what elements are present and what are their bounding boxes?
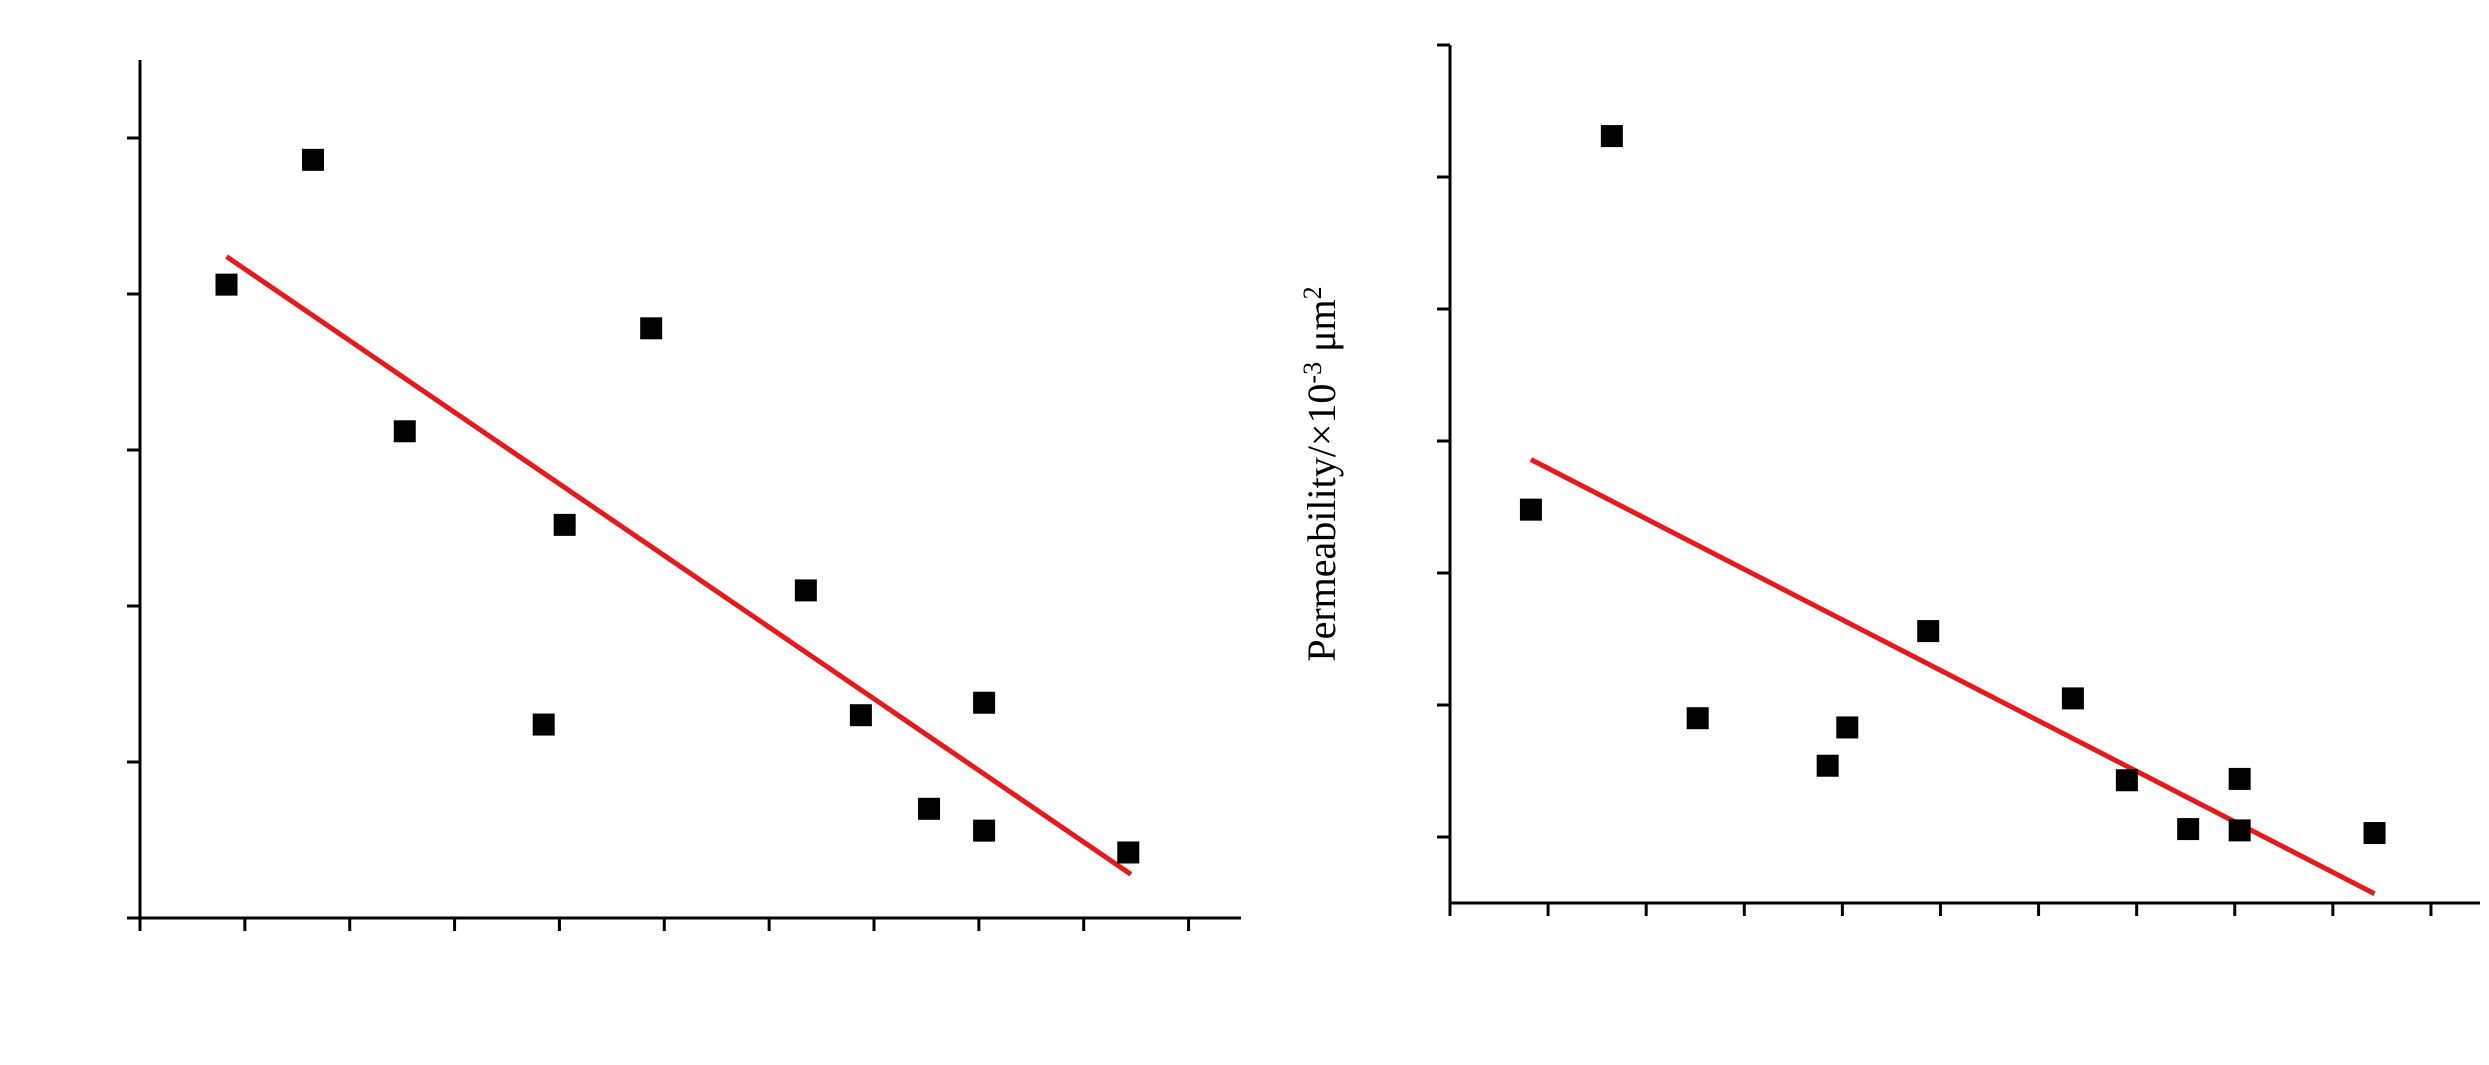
data-point — [794, 579, 817, 602]
data-point — [2061, 687, 2084, 710]
data-point — [2115, 769, 2138, 792]
data-point — [532, 713, 555, 736]
data-point — [1600, 125, 1623, 148]
data-point — [1816, 754, 1839, 777]
data-point — [1686, 707, 1709, 730]
data-point — [973, 691, 996, 714]
data-point — [393, 420, 416, 443]
data-point — [1519, 498, 1542, 521]
data-point — [1117, 841, 1140, 864]
data-point — [215, 273, 238, 296]
data-point — [1917, 620, 1940, 643]
data-point — [553, 513, 576, 536]
y-axis-title-part: μm — [1299, 299, 1344, 362]
data-point — [1836, 716, 1859, 739]
porosity-chart — [127, 60, 1241, 931]
regression-line — [225, 254, 1133, 877]
data-point — [2228, 767, 2251, 790]
data-point — [2363, 822, 2386, 845]
data-point — [973, 819, 996, 842]
data-point — [849, 704, 872, 727]
y-axis-title-part: Permeability/×10 — [1299, 384, 1344, 662]
data-point — [2228, 819, 2251, 842]
data-point — [2177, 818, 2200, 841]
data-point — [640, 317, 663, 340]
data-point — [918, 797, 941, 820]
data-point — [302, 148, 325, 171]
y-axis-title: Permeability/×10-3 μm2 — [1298, 286, 1345, 661]
y-axis-title-superscript: 2 — [1298, 286, 1327, 299]
permeability-chart: Permeability/×10-3 μm2 — [1298, 43, 2480, 916]
y-axis-title-superscript: -3 — [1298, 362, 1327, 384]
